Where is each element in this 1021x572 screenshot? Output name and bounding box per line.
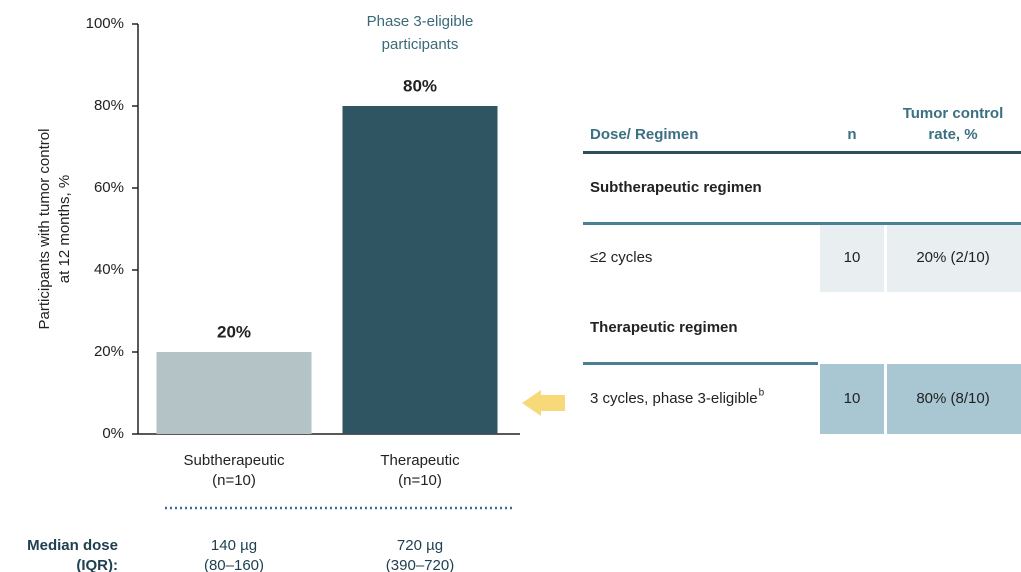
arrow <box>522 390 565 416</box>
x-tick-label: Subtherapeutic <box>184 452 285 469</box>
cell <box>820 224 884 292</box>
y-tick-label: 0% <box>102 425 124 442</box>
cell-text: 3 cycles, phase 3-eligible <box>590 390 758 407</box>
median-dose: (80–160) <box>204 557 264 572</box>
bar <box>156 352 312 434</box>
y-axis-title: Participants with tumor control at 12 mo… <box>36 129 73 330</box>
x-tick-count: (n=10) <box>398 472 442 489</box>
table-header: n <box>847 126 856 143</box>
cell-text: ≤2 cycles <box>590 249 652 266</box>
cell-text: 10 <box>844 249 861 266</box>
y-tick-label: 100% <box>86 15 124 32</box>
table-header: rate, % <box>928 126 977 143</box>
median-dose-label: Median dose <box>27 537 118 554</box>
section-rule <box>583 222 1021 225</box>
table-header: Tumor control <box>903 105 1004 122</box>
median-dose-label: (IQR): <box>76 557 118 572</box>
bar <box>342 106 498 434</box>
median-dose: (390–720) <box>386 557 454 572</box>
annotation: Phase 3-eligible <box>367 13 474 30</box>
cell-text: 80% (8/10) <box>916 390 989 407</box>
cell <box>887 364 1021 434</box>
y-tick-label: 80% <box>94 97 124 114</box>
value-label: 80% <box>403 76 437 95</box>
table-header: Dose/ Regimen <box>590 126 698 143</box>
y-tick-label: 40% <box>94 261 124 278</box>
y-tick-label: 20% <box>94 343 124 360</box>
section-rule <box>583 362 818 365</box>
cell <box>820 364 884 434</box>
value-label: 20% <box>217 322 251 341</box>
cell-text: 10 <box>844 390 861 407</box>
footnote-mark: b <box>759 388 765 399</box>
x-tick-count: (n=10) <box>212 472 256 489</box>
y-label: at 12 months, % <box>56 175 73 283</box>
cell <box>887 224 1021 292</box>
section-title: Subtherapeutic regimen <box>590 179 762 196</box>
cell-text: 20% (2/10) <box>916 249 989 266</box>
section-title: Therapeutic regimen <box>590 319 738 336</box>
y-label: Participants with tumor control <box>36 129 53 330</box>
y-tick-label: 60% <box>94 179 124 196</box>
annotation: participants <box>382 36 459 53</box>
x-tick-label: Therapeutic <box>380 452 460 469</box>
header-rule <box>583 151 1021 154</box>
median-dose: 140 µg <box>211 537 257 554</box>
median-dose: 720 µg <box>397 537 443 554</box>
